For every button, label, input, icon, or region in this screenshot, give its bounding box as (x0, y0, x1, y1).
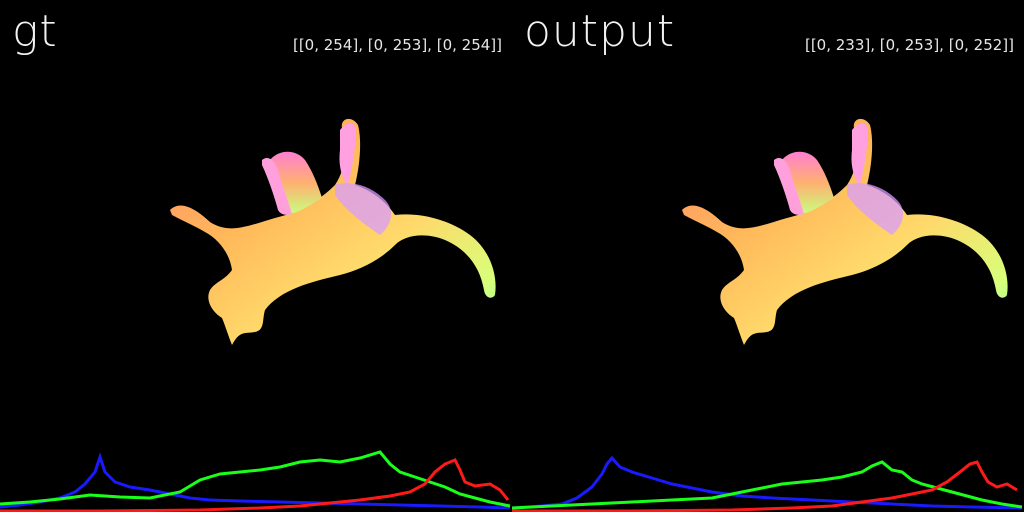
output-hist-green (512, 460, 1023, 510)
gt-panel: gt [[0, 254], [0, 253], [0, 254]] (0, 6, 511, 512)
output-range-text: [[0, 233], [0, 253], [0, 252]] (804, 36, 1014, 54)
gt-title: gt (12, 6, 58, 57)
output-panel: output [[0, 233], [0, 253], [0, 252]] (512, 0, 1024, 512)
output-hist-blue (512, 455, 1023, 510)
gt-cat-shape (170, 118, 496, 345)
gt-range-text: [[0, 254], [0, 253], [0, 254]] (292, 36, 502, 54)
output-cat-render (682, 118, 1008, 345)
gt-histogram (0, 450, 511, 512)
gt-hist-green (0, 450, 511, 508)
output-histogram (512, 455, 1023, 512)
gt-hist-blue (0, 452, 511, 510)
output-title: output (524, 6, 676, 57)
gt-cat-render (170, 118, 496, 345)
output-cat-shape (682, 118, 1008, 345)
output-hist-red (512, 460, 1018, 512)
gt-hist-red (0, 458, 510, 512)
